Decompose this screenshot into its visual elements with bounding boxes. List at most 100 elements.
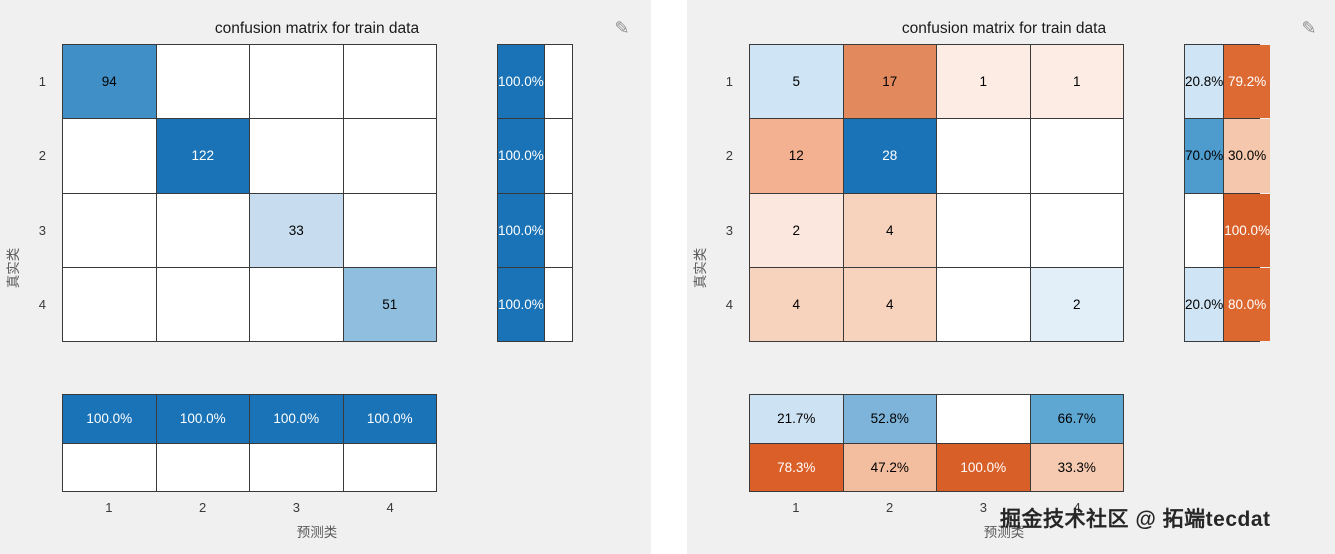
right-confusion-figure: confusion matrix for train data ✎ 真实类 1 … <box>687 0 1335 554</box>
matrix-cell-empty <box>343 193 436 267</box>
matrix-cell: 100.0% <box>156 395 249 443</box>
matrix-cell: 33.3% <box>1030 443 1123 491</box>
matrix-cell-empty <box>156 193 249 267</box>
matrix-cell: 79.2% <box>1224 45 1271 119</box>
matrix-cell: 122 <box>156 119 249 193</box>
left-confusion-figure: confusion matrix for train data ✎ 真实类 1 … <box>0 0 651 554</box>
matrix-cell-empty <box>63 267 156 341</box>
matrix-cell: 100.0% <box>937 443 1030 491</box>
matrix-cell: 78.3% <box>750 443 843 491</box>
x-tick-3: 3 <box>979 499 987 515</box>
x-tick-2: 2 <box>199 499 207 515</box>
matrix-cell-empty <box>156 443 249 491</box>
matrix-cell-empty <box>937 193 1030 267</box>
matrix-cell: 30.0% <box>1224 119 1271 193</box>
matrix-cell-empty <box>343 45 436 119</box>
x-tick-4: 4 <box>1073 499 1081 515</box>
matrix-cell: 17 <box>843 45 936 119</box>
matrix-cell: 20.0% <box>1185 267 1224 341</box>
y-tick-4: 4 <box>38 297 46 313</box>
matrix-cell-empty <box>1030 193 1123 267</box>
matrix-cell: 5 <box>750 45 843 119</box>
column-summary-grid: 21.7% 52.8% 66.7% 78.3% 47.2% 100.0% 33.3% <box>749 394 1124 492</box>
matrix-cell-empty <box>63 193 156 267</box>
figure-title: confusion matrix for train data <box>214 20 420 37</box>
watermark-text: 掘金技术社区 @ 拓端tecdat <box>1000 508 1271 531</box>
y-axis-label: 真实类 <box>6 247 21 289</box>
confusion-matrix-grid: 5 17 1 1 12 28 2 4 4 4 2 <box>749 44 1124 342</box>
y-tick-1: 1 <box>38 73 46 89</box>
matrix-cell: 52.8% <box>843 395 936 443</box>
row-summary-grid: 20.8% 79.2% 70.0% 30.0% 100.0% 20.0% 80.0% <box>1184 44 1271 342</box>
matrix-cell: 33 <box>250 193 343 267</box>
matrix-cell: 70.0% <box>1185 119 1224 193</box>
y-tick-3: 3 <box>38 222 46 238</box>
matrix-cell-empty <box>156 267 249 341</box>
y-tick-2: 2 <box>725 148 733 164</box>
y-tick-labels: 1 2 3 4 <box>24 44 52 342</box>
y-tick-labels: 1 2 3 4 <box>711 44 739 342</box>
y-tick-3: 3 <box>725 222 733 238</box>
matrix-cell: 2 <box>750 193 843 267</box>
matrix-cell: 66.7% <box>1030 395 1123 443</box>
matrix-cell-empty <box>937 119 1030 193</box>
matrix-cell: 100.0% <box>498 45 544 119</box>
brush-icon[interactable]: ✎ <box>614 17 630 38</box>
y-tick-4: 4 <box>725 297 733 313</box>
matrix-cell: 2 <box>1030 267 1123 341</box>
matrix-cell: 47.2% <box>843 443 936 491</box>
figure-title: confusion matrix for train data <box>901 20 1107 37</box>
x-tick-1: 1 <box>792 499 800 515</box>
matrix-cell: 100.0% <box>1224 193 1271 267</box>
matrix-cell: 28 <box>843 119 936 193</box>
x-tick-3: 3 <box>292 499 300 515</box>
x-tick-2: 2 <box>886 499 894 515</box>
matrix-cell: 100.0% <box>498 267 544 341</box>
matrix-cell-empty <box>63 443 156 491</box>
matrix-cell-empty <box>544 119 572 193</box>
matrix-cell-empty <box>156 45 249 119</box>
matrix-cell-empty <box>343 443 436 491</box>
y-tick-1: 1 <box>725 73 733 89</box>
x-tick-labels: 1 2 3 4 <box>749 498 1124 516</box>
matrix-cell: 21.7% <box>750 395 843 443</box>
matrix-cell: 4 <box>843 193 936 267</box>
x-axis-label: 预测类 <box>296 525 338 540</box>
matrix-cell: 4 <box>750 267 843 341</box>
matrix-cell: 100.0% <box>250 395 343 443</box>
matrix-cell: 1 <box>937 45 1030 119</box>
matrix-cell: 20.8% <box>1185 45 1224 119</box>
y-tick-2: 2 <box>38 148 46 164</box>
y-axis-label: 真实类 <box>693 247 708 289</box>
matrix-cell: 12 <box>750 119 843 193</box>
matrix-cell: 80.0% <box>1224 267 1271 341</box>
matrix-cell-empty <box>250 119 343 193</box>
matrix-cell-empty <box>544 45 572 119</box>
matrix-cell-empty <box>937 267 1030 341</box>
brush-icon[interactable]: ✎ <box>1301 17 1317 38</box>
row-summary-grid: 100.0% 100.0% 100.0% 100.0% <box>497 44 573 342</box>
matrix-cell-empty <box>63 119 156 193</box>
matrix-cell-empty <box>937 395 1030 443</box>
matrix-cell-empty <box>250 267 343 341</box>
x-tick-1: 1 <box>105 499 113 515</box>
matrix-cell-empty <box>1185 193 1224 267</box>
matrix-cell: 100.0% <box>63 395 156 443</box>
matrix-cell-empty <box>250 45 343 119</box>
matrix-cell-empty <box>544 193 572 267</box>
matrix-cell-empty <box>250 443 343 491</box>
matrix-cell: 51 <box>343 267 436 341</box>
x-tick-labels: 1 2 3 4 <box>62 498 437 516</box>
matrix-cell: 94 <box>63 45 156 119</box>
matrix-cell: 100.0% <box>343 395 436 443</box>
column-summary-grid: 100.0% 100.0% 100.0% 100.0% <box>62 394 437 492</box>
matrix-cell: 1 <box>1030 45 1123 119</box>
matrix-cell: 100.0% <box>498 119 544 193</box>
x-tick-4: 4 <box>386 499 394 515</box>
matrix-cell: 4 <box>843 267 936 341</box>
matrix-cell-empty <box>544 267 572 341</box>
matrix-cell: 100.0% <box>498 193 544 267</box>
x-axis-label: 预测类 <box>983 525 1025 540</box>
confusion-matrix-grid: 94 122 33 51 <box>62 44 437 342</box>
